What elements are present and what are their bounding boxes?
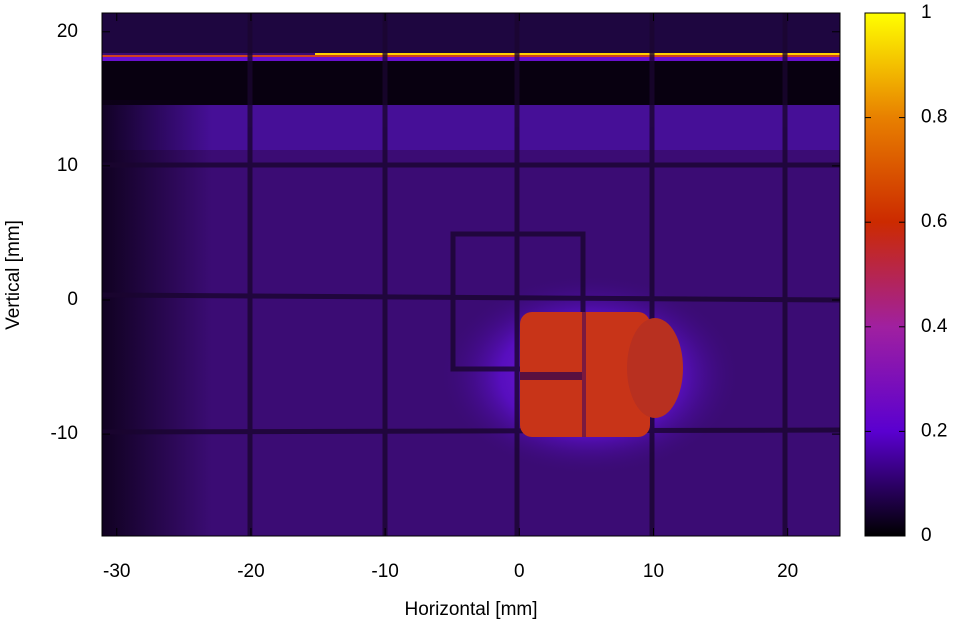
colorbar-tick-label: 0 — [921, 525, 932, 546]
x-tick-label: -20 — [237, 561, 264, 582]
colorbar — [864, 12, 906, 537]
y-tick-label: 0 — [67, 289, 78, 310]
heatmap-image — [102, 13, 840, 536]
colorbar-tick-label: 0.8 — [921, 107, 947, 128]
colorbar-tick-label: 1 — [921, 2, 932, 23]
x-axis-label: Horizontal [mm] — [404, 599, 537, 620]
x-tick-label: 0 — [514, 561, 525, 582]
colorbar-tick-label: 0.2 — [921, 420, 947, 441]
colorbar-tick-label: 0.6 — [921, 211, 947, 232]
x-tick-label: -30 — [103, 561, 130, 582]
y-tick-label: 20 — [57, 21, 78, 42]
x-tick-label: 20 — [777, 561, 798, 582]
y-tick-label: -10 — [51, 423, 78, 444]
colorbar-tick-label: 0.4 — [921, 316, 948, 337]
x-tick-label: 10 — [643, 561, 664, 582]
x-tick-label: -10 — [371, 561, 398, 582]
y-tick-label: 10 — [57, 155, 78, 176]
plot-frame — [101, 12, 841, 537]
y-axis-label: Vertical [mm] — [3, 220, 24, 330]
